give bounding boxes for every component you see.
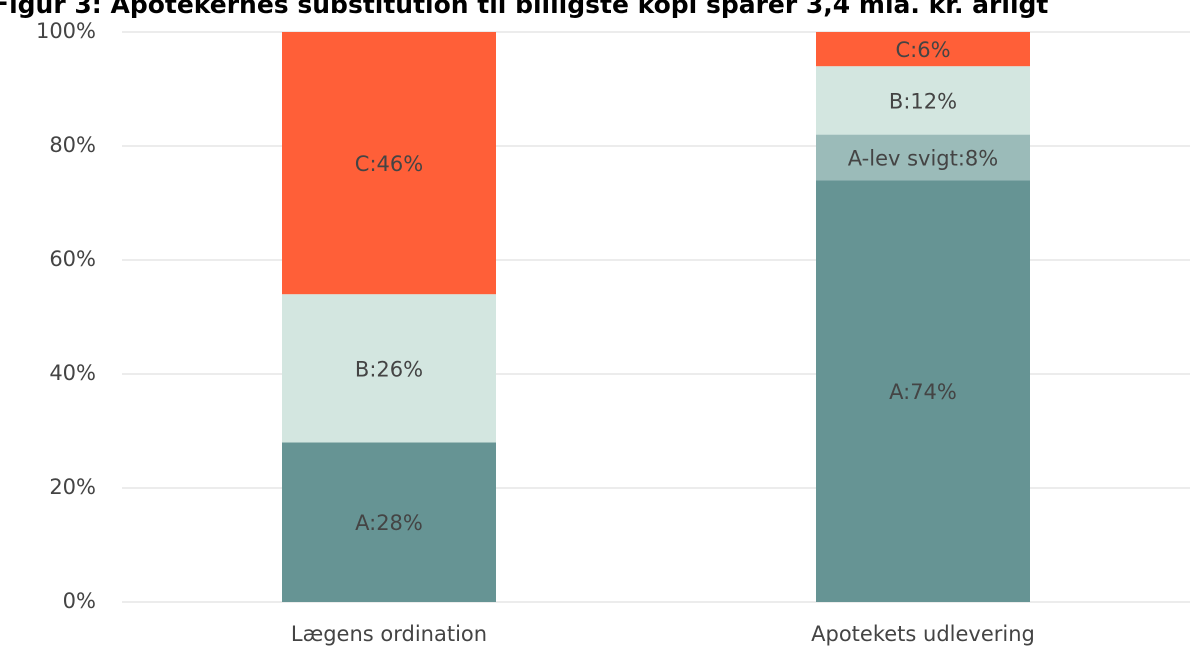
bar-segment [816,134,1030,181]
data-label: B:26% [355,357,423,381]
y-tick-label: 20% [49,475,96,499]
y-tick-label: 0% [63,589,96,613]
data-label: C:6% [895,38,950,62]
bar-segment [282,32,496,295]
data-label: A-lev svigt:8% [848,146,999,170]
y-tick-label: 100% [36,19,96,43]
data-label: B:12% [889,89,957,113]
x-tick-label: Lægens ordination [291,622,487,646]
x-tick-label: Apotekets udlevering [811,622,1035,646]
bar-segment [816,180,1030,602]
y-tick-label: 60% [49,247,96,271]
data-label: C:46% [355,152,423,176]
data-label: A:28% [355,511,423,535]
bar-segment [816,32,1030,67]
y-tick-label: 40% [49,361,96,385]
y-tick-label: 80% [49,133,96,157]
bar-segment [282,442,496,602]
chart-title: Figur 3: Apotekernes substitution til bi… [0,0,1048,19]
data-label: A:74% [889,380,957,404]
bar-segment [816,66,1030,135]
bar-segment [282,294,496,443]
